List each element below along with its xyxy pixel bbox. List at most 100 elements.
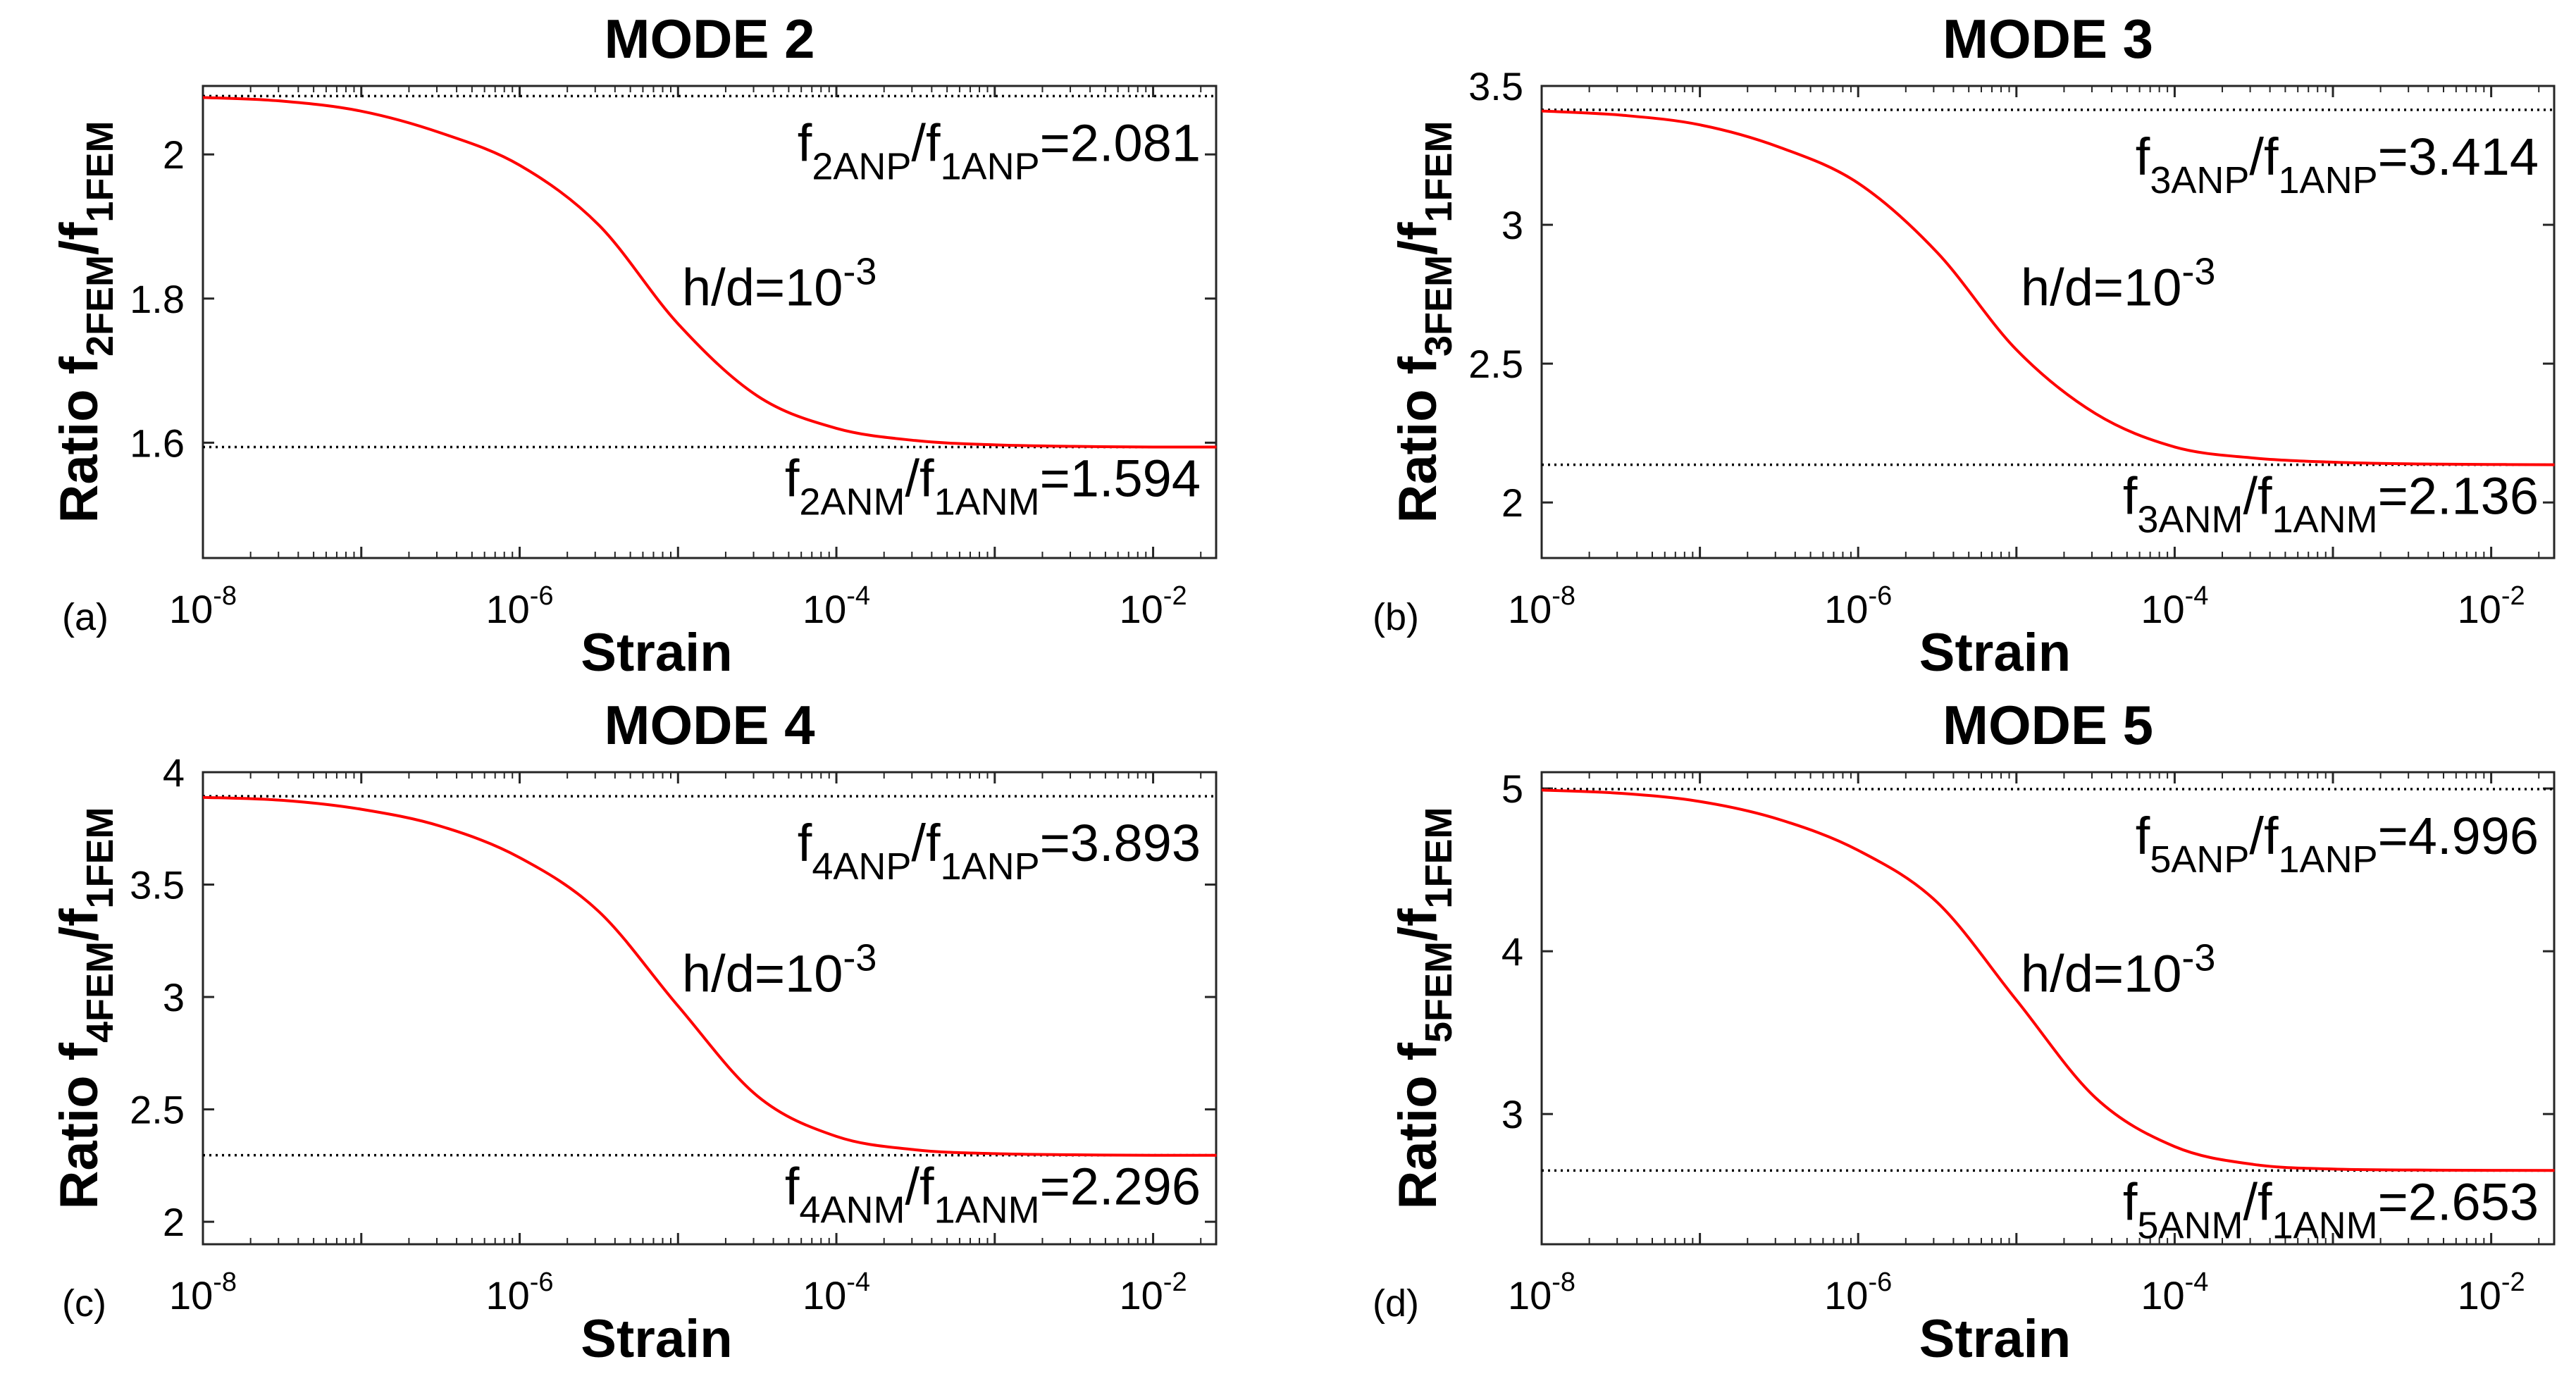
y-tick-label: 4: [1501, 929, 1523, 974]
x-tick-label: 10-4: [2141, 581, 2208, 631]
x-axis-label: Strain: [1919, 1309, 2071, 1369]
lower-ratio-annotation-slash: /f: [905, 1158, 934, 1216]
x-tick-exponent: -6: [530, 1267, 554, 1297]
x-tick-exponent: -2: [2501, 1267, 2525, 1297]
x-tick-base: 10: [1120, 587, 1163, 631]
panel-label: (b): [1373, 596, 1419, 638]
upper-ratio-annotation-slash: /f: [2249, 128, 2279, 186]
ylabel-sub-den: 1FEM: [1418, 121, 1460, 223]
x-tick-label: 10-8: [1508, 1267, 1575, 1318]
x-tick-label: 10-6: [485, 581, 553, 631]
x-tick-exponent: -6: [1868, 581, 1892, 611]
x-tick-label: 10-4: [803, 1267, 870, 1318]
lower-ratio-annotation: f3ANM/f1ANM=2.136: [2123, 467, 2539, 541]
x-tick-base: 10: [1824, 587, 1868, 631]
ylabel-slash: /f: [1388, 908, 1448, 941]
x-tick-exponent: -4: [2185, 1267, 2209, 1297]
x-tick-exponent: -8: [213, 1267, 237, 1297]
x-tick-label: 10-2: [1120, 1267, 1187, 1318]
hd-exponent: -3: [843, 251, 877, 293]
upper-ratio-annotation-value: =2.081: [1040, 113, 1201, 172]
ylabel-sub-den: 1FEM: [79, 121, 121, 223]
x-tick-base: 10: [169, 587, 213, 631]
ylabel-prefix: Ratio f: [1388, 356, 1448, 523]
x-axis-label: Strain: [1919, 623, 2071, 683]
upper-ratio-annotation-slash: /f: [911, 814, 941, 872]
x-tick-label: 10-8: [1508, 581, 1575, 631]
x-tick-label: 10-2: [1120, 581, 1187, 631]
lower-ratio-annotation-den-sub: 1ANM: [2272, 499, 2378, 541]
ylabel-slash: /f: [49, 222, 109, 255]
panel-label: (c): [62, 1282, 106, 1325]
ylabel-sub-den: 1FEM: [79, 807, 121, 909]
upper-ratio-annotation-slash: /f: [911, 113, 941, 172]
y-tick-label: 2: [1501, 481, 1523, 525]
y-tick-label: 2.5: [1468, 342, 1523, 386]
y-tick-label: 1.8: [130, 277, 185, 321]
x-tick-exponent: -2: [1163, 1267, 1187, 1297]
lower-ratio-annotation: f2ANM/f1ANM=1.594: [785, 449, 1201, 523]
x-tick-label: 10-8: [169, 1267, 237, 1318]
upper-ratio-annotation-den-sub: 1ANP: [941, 845, 1040, 888]
hd-text: h/d=10: [682, 945, 843, 1003]
x-tick-exponent: -8: [213, 581, 237, 611]
lower-ratio-annotation-num-sub: 5ANM: [2137, 1204, 2243, 1246]
lower-ratio-annotation-den-sub: 1ANM: [2272, 1204, 2378, 1246]
y-tick-label: 4: [163, 750, 185, 795]
x-tick-label: 10-4: [2141, 1267, 2208, 1318]
ylabel-sub-num: 2FEM: [79, 255, 121, 357]
x-tick-label: 10-2: [2458, 581, 2525, 631]
upper-ratio-annotation: f2ANP/f1ANP=2.081: [798, 113, 1201, 187]
y-tick-label: 3.5: [1468, 64, 1523, 109]
lower-ratio-annotation-f: f: [785, 1158, 800, 1216]
y-axis-label: Ratio f4FEM/f1FEM: [49, 807, 121, 1210]
thickness-ratio-annotation: h/d=10-3: [682, 937, 877, 1003]
lower-ratio-annotation-f: f: [2123, 467, 2138, 526]
lower-ratio-annotation-slash: /f: [2243, 467, 2272, 526]
panel-title: MODE 5: [1943, 694, 2153, 756]
y-axis-label: Ratio f2FEM/f1FEM: [49, 121, 121, 523]
hd-text: h/d=10: [682, 259, 843, 317]
y-tick-label: 5: [1501, 767, 1523, 811]
x-tick-base: 10: [1508, 587, 1552, 631]
hd-text: h/d=10: [2021, 259, 2181, 317]
x-tick-base: 10: [2141, 1273, 2184, 1318]
panel-label: (a): [62, 596, 109, 638]
upper-ratio-annotation-num-sub: 5ANP: [2150, 838, 2249, 881]
x-tick-base: 10: [803, 587, 846, 631]
upper-ratio-annotation: f4ANP/f1ANP=3.893: [798, 814, 1201, 888]
x-tick-base: 10: [803, 1273, 846, 1318]
y-tick-label: 1.6: [130, 421, 185, 465]
x-tick-label: 10-6: [1824, 581, 1892, 631]
y-tick-label: 2: [163, 1200, 185, 1244]
lower-ratio-annotation: f5ANM/f1ANM=2.653: [2123, 1172, 2539, 1246]
lower-ratio-annotation-slash: /f: [2243, 1172, 2272, 1231]
y-axis-label: Ratio f3FEM/f1FEM: [1388, 121, 1460, 523]
lower-ratio-annotation: f4ANM/f1ANM=2.296: [785, 1158, 1201, 1232]
lower-ratio-annotation-num-sub: 2ANM: [799, 481, 905, 523]
lower-ratio-annotation-num-sub: 4ANM: [799, 1189, 905, 1232]
upper-ratio-annotation-slash: /f: [2249, 807, 2279, 865]
y-tick-label: 3: [1501, 203, 1523, 247]
ylabel-sub-den: 1FEM: [1418, 807, 1460, 909]
x-axis-label: Strain: [581, 623, 732, 683]
x-tick-exponent: -4: [846, 581, 870, 611]
x-tick-base: 10: [485, 587, 529, 631]
y-tick-label: 2: [163, 132, 185, 177]
x-axis-label: Strain: [581, 1309, 732, 1369]
thickness-ratio-annotation: h/d=10-3: [2021, 937, 2215, 1003]
x-tick-exponent: -6: [530, 581, 554, 611]
upper-ratio-annotation-den-sub: 1ANP: [2279, 838, 2378, 881]
lower-ratio-annotation-value: =2.653: [2378, 1172, 2539, 1231]
x-tick-label: 10-6: [1824, 1267, 1892, 1318]
x-tick-base: 10: [1120, 1273, 1163, 1318]
upper-ratio-annotation-value: =4.996: [2378, 807, 2539, 865]
hd-exponent: -3: [843, 937, 877, 979]
hd-exponent: -3: [2181, 937, 2215, 979]
x-tick-exponent: -2: [1163, 581, 1187, 611]
upper-ratio-annotation-f: f: [2136, 807, 2150, 865]
